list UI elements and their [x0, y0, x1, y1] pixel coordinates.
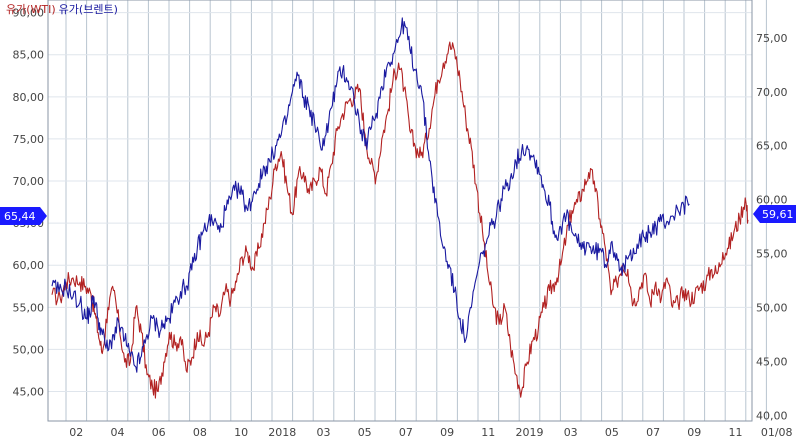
plot-frame: [47, 0, 753, 422]
left-tick-label: 45,00: [13, 386, 45, 399]
x-tick-label: 11: [729, 426, 743, 439]
right-tick-label: 45,00: [756, 356, 788, 369]
x-tick-label: 09: [687, 426, 701, 439]
x-tick-label: 02: [69, 426, 83, 439]
horizontal-gridlines: [48, 12, 752, 393]
x-tick-label: 01/08: [761, 426, 793, 439]
left-tick-label: 55,00: [13, 301, 45, 314]
x-tick-label: 10: [234, 426, 248, 439]
last-value-badge-brent: 59,61: [753, 205, 796, 223]
right-tick-label: 40,00: [756, 410, 788, 423]
last-value-left-text: 65,44: [4, 210, 36, 223]
x-tick-label: 11: [481, 426, 495, 439]
series-line-brent: [51, 17, 690, 373]
right-tick-label: 65,00: [756, 140, 788, 153]
series-layer: [51, 17, 749, 399]
left-axis-ticks: 45,0050,0055,0060,0065,0070,0075,0080,00…: [13, 7, 45, 399]
x-tick-label: 07: [646, 426, 660, 439]
vertical-gridlines: [65, 0, 767, 421]
x-tick-label: 08: [193, 426, 207, 439]
x-tick-label: 05: [358, 426, 372, 439]
x-tick-label: 07: [399, 426, 413, 439]
x-tick-label: 04: [111, 426, 125, 439]
right-tick-label: 60,00: [756, 194, 788, 207]
chart-legend: 유가(WTI) 유가(브렌트): [6, 1, 118, 17]
last-value-badge-wti: 65,44: [0, 207, 47, 225]
x-tick-label: 2019: [516, 426, 544, 439]
x-tick-label: 03: [317, 426, 331, 439]
x-tick-label: 09: [440, 426, 454, 439]
x-tick-label: 2018: [268, 426, 296, 439]
left-tick-label: 80,00: [13, 91, 45, 104]
left-tick-label: 70,00: [13, 175, 45, 188]
left-tick-label: 85,00: [13, 49, 45, 62]
last-value-right-text: 59,61: [762, 208, 794, 221]
x-tick-label: 06: [152, 426, 166, 439]
left-tick-label: 50,00: [13, 343, 45, 356]
x-axis-labels: 02 04 06 08 10 2018 03 05 07 09 11 2019 03 05 07 09 11 01…: [69, 426, 792, 439]
right-tick-label: 70,00: [756, 86, 788, 99]
x-tick-label: 03: [564, 426, 578, 439]
left-tick-label: 60,00: [13, 259, 45, 272]
legend-brent: 유가(브렌트): [58, 3, 118, 16]
right-tick-label: 75,00: [756, 32, 788, 45]
right-axis-ticks: 40,00 45,00 50,00 55,00 60,00 65,00 70,00 75,00: [756, 32, 788, 423]
legend-wti: 유가(WTI): [6, 3, 56, 16]
right-tick-label: 55,00: [756, 248, 788, 261]
x-tick-label: 05: [605, 426, 619, 439]
series-line-wti: [51, 41, 749, 399]
left-tick-label: 75,00: [13, 133, 45, 146]
right-tick-label: 50,00: [756, 302, 788, 315]
left-tick-label: 90,00: [13, 7, 45, 20]
